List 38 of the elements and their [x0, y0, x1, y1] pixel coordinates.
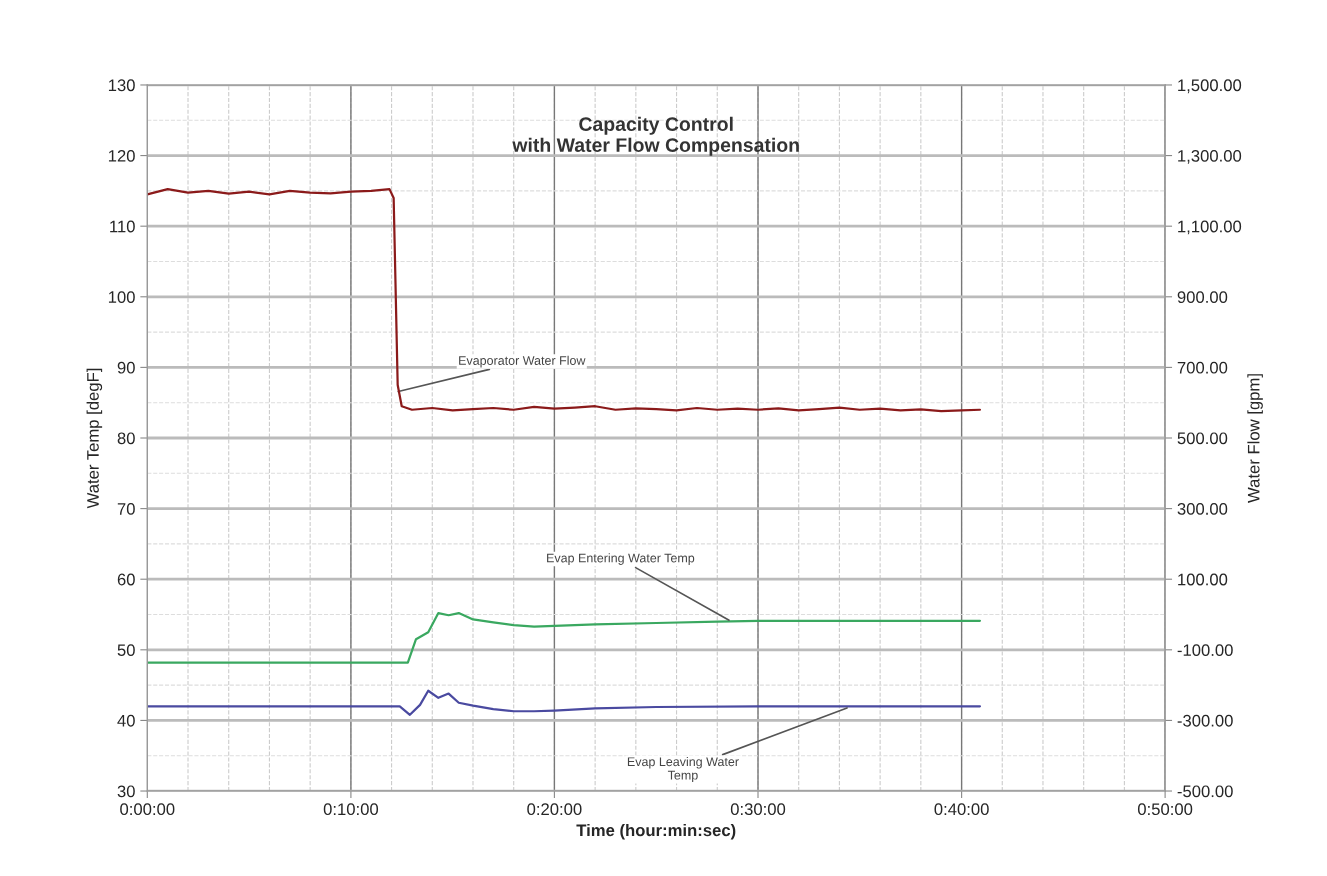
y-tick-label: 90	[117, 361, 135, 374]
y-tick-label: 70	[117, 503, 135, 515]
y-tick-label: 40	[117, 714, 135, 727]
y2-tick-label: -100.00	[1177, 644, 1233, 657]
line-series	[147, 689, 982, 716]
x-tick-label: 0:30:00	[730, 803, 786, 816]
text: Capacity Control with Water Flow Compensation	[512, 116, 799, 156]
y2-tick-label: 900.00	[1177, 291, 1228, 303]
y2-tick-label: 300.00	[1177, 503, 1228, 515]
x-axis-title: Time (hour:min:sec)	[576, 823, 736, 840]
line-series	[147, 611, 982, 664]
y2-axis-title: Water Flow [gpm]	[1247, 374, 1263, 503]
y-tick-label: 30	[117, 785, 135, 798]
annotation: Evap Entering Water Temp	[547, 553, 695, 565]
x-tick-label: 0:40:00	[934, 803, 989, 816]
y-tick-label: 130	[108, 79, 135, 92]
y-tick-label: 80	[117, 432, 135, 445]
y2-tick-label: -300.00	[1177, 714, 1233, 727]
y2-tick-label: 700.00	[1177, 361, 1228, 374]
y-tick-label: 100	[108, 291, 135, 303]
y-tick-label: 60	[117, 573, 135, 586]
y-tick-label: 120	[108, 149, 135, 162]
y2-tick-label: 100.00	[1178, 573, 1228, 586]
y2-tick-label: 500.00	[1177, 432, 1228, 445]
y-axis-title: Water Temp [degF]	[86, 368, 103, 509]
y2-tick-label: 1,300.00	[1178, 149, 1242, 164]
x-tick-label: 0:20:00	[527, 803, 582, 816]
annotation: Evap Leaving Water Temp	[627, 756, 739, 783]
x-tick-label: 0:10:00	[323, 803, 379, 816]
annotation: Evaporator Water Flow	[459, 355, 586, 368]
y2-tick-label: 1,100.00	[1178, 220, 1242, 235]
y-tick-label: 50	[117, 644, 135, 657]
y2-tick-label: -500.00	[1177, 785, 1233, 798]
x-tick-label: 0:00:00	[120, 803, 175, 816]
x-tick-label: 0:50:00	[1137, 803, 1193, 816]
y-tick-label: 110	[110, 220, 135, 233]
y2-tick-label: 1,500.00	[1178, 79, 1242, 94]
line-series	[147, 188, 982, 413]
